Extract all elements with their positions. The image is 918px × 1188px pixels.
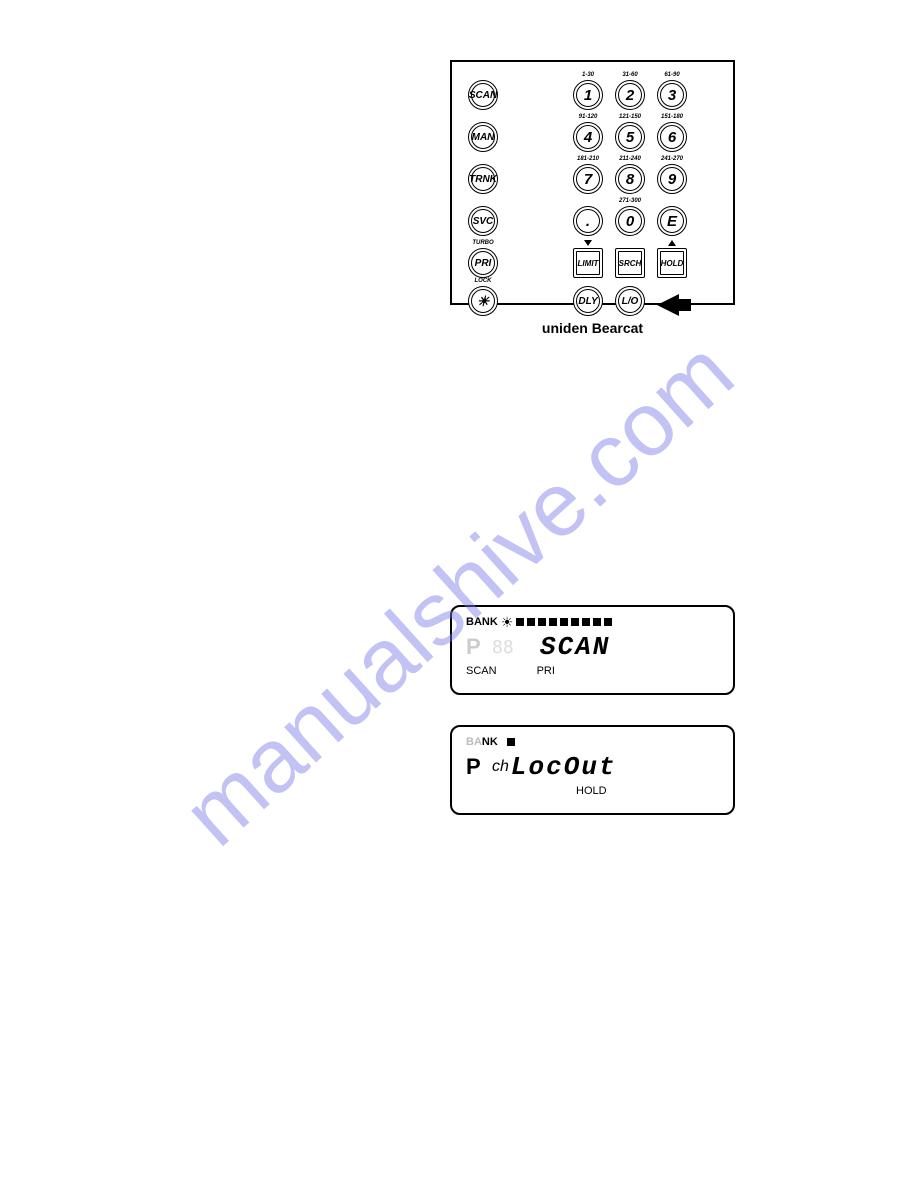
hold-button[interactable]: HOLD (657, 248, 687, 278)
man-button[interactable]: MAN (468, 122, 498, 152)
hold-indicator: HOLD (576, 785, 607, 797)
scan-button[interactable]: SCAN (468, 80, 498, 110)
key-9[interactable]: 9 (657, 164, 687, 194)
key-6[interactable]: 6 (657, 122, 687, 152)
key-8[interactable]: 8 (615, 164, 645, 194)
key-2[interactable]: 2 (615, 80, 645, 110)
key-7[interactable]: 7 (573, 164, 603, 194)
keypad-panel: SCAN 1-301 31-602 61-903 MAN 91-1204 121… (450, 60, 735, 305)
key-3[interactable]: 3 (657, 80, 687, 110)
key-1[interactable]: 1 (573, 80, 603, 110)
srch-button[interactable]: SRCH (615, 248, 645, 278)
key-5[interactable]: 5 (615, 122, 645, 152)
page-content: SCAN 1-301 31-602 61-903 MAN 91-1204 121… (450, 60, 760, 815)
arrow-up-icon (668, 240, 676, 246)
trnk-button[interactable]: TRNK (468, 164, 498, 194)
key-dot[interactable]: . (573, 206, 603, 236)
arrow-down-icon (584, 240, 592, 246)
pri-indicator: PRI (537, 665, 555, 677)
key-4[interactable]: 4 (573, 122, 603, 152)
p-indicator-2: P (466, 754, 492, 780)
keypad-row-2: MAN 91-1204 121-1505 151-1806 (466, 114, 719, 152)
p-indicator: P (466, 634, 492, 660)
lo-button[interactable]: L/O (615, 286, 645, 316)
keypad-row-4: SVC . 271-3000 E (466, 198, 719, 236)
lcd-display-1: BANK ☀ P 88 SCAN SCAN PRI (450, 605, 735, 695)
lcd-display-2: BANK P ch LocOut HOLD (450, 725, 735, 815)
bank-label: BANK (466, 616, 498, 628)
pointer-arrow-icon (657, 294, 679, 316)
scan-indicator: SCAN (466, 665, 497, 677)
limit-button[interactable]: LIMIT (573, 248, 603, 278)
light-button[interactable]: ☀ (468, 286, 498, 316)
lcd-main-text-2: LocOut (511, 752, 617, 782)
keypad-row-6: LOCK ☀ DLY L/O (466, 282, 719, 316)
bank-label-2: BANK (466, 736, 498, 748)
lcd-main-text: SCAN (540, 632, 610, 662)
keypad-row-1: SCAN 1-301 31-602 61-903 (571, 72, 719, 110)
svc-button[interactable]: SVC (468, 206, 498, 236)
keypad-row-5: TURBO PRI LIMIT SRCH HOLD (466, 240, 719, 278)
ch-text: ch (492, 758, 509, 776)
brand-text: uniden Bearcat (466, 320, 719, 336)
key-e[interactable]: E (657, 206, 687, 236)
bank-marker-2 (507, 738, 515, 746)
pri-button[interactable]: PRI (468, 248, 498, 278)
bank-marker (516, 618, 524, 626)
dly-button[interactable]: DLY (573, 286, 603, 316)
keypad-row-3: TRNK 181-2107 211-2408 241-2709 (466, 156, 719, 194)
bank-flash-icon: ☀ (501, 614, 514, 631)
ch-ghost: 88 (492, 637, 520, 658)
key-0[interactable]: 0 (615, 206, 645, 236)
